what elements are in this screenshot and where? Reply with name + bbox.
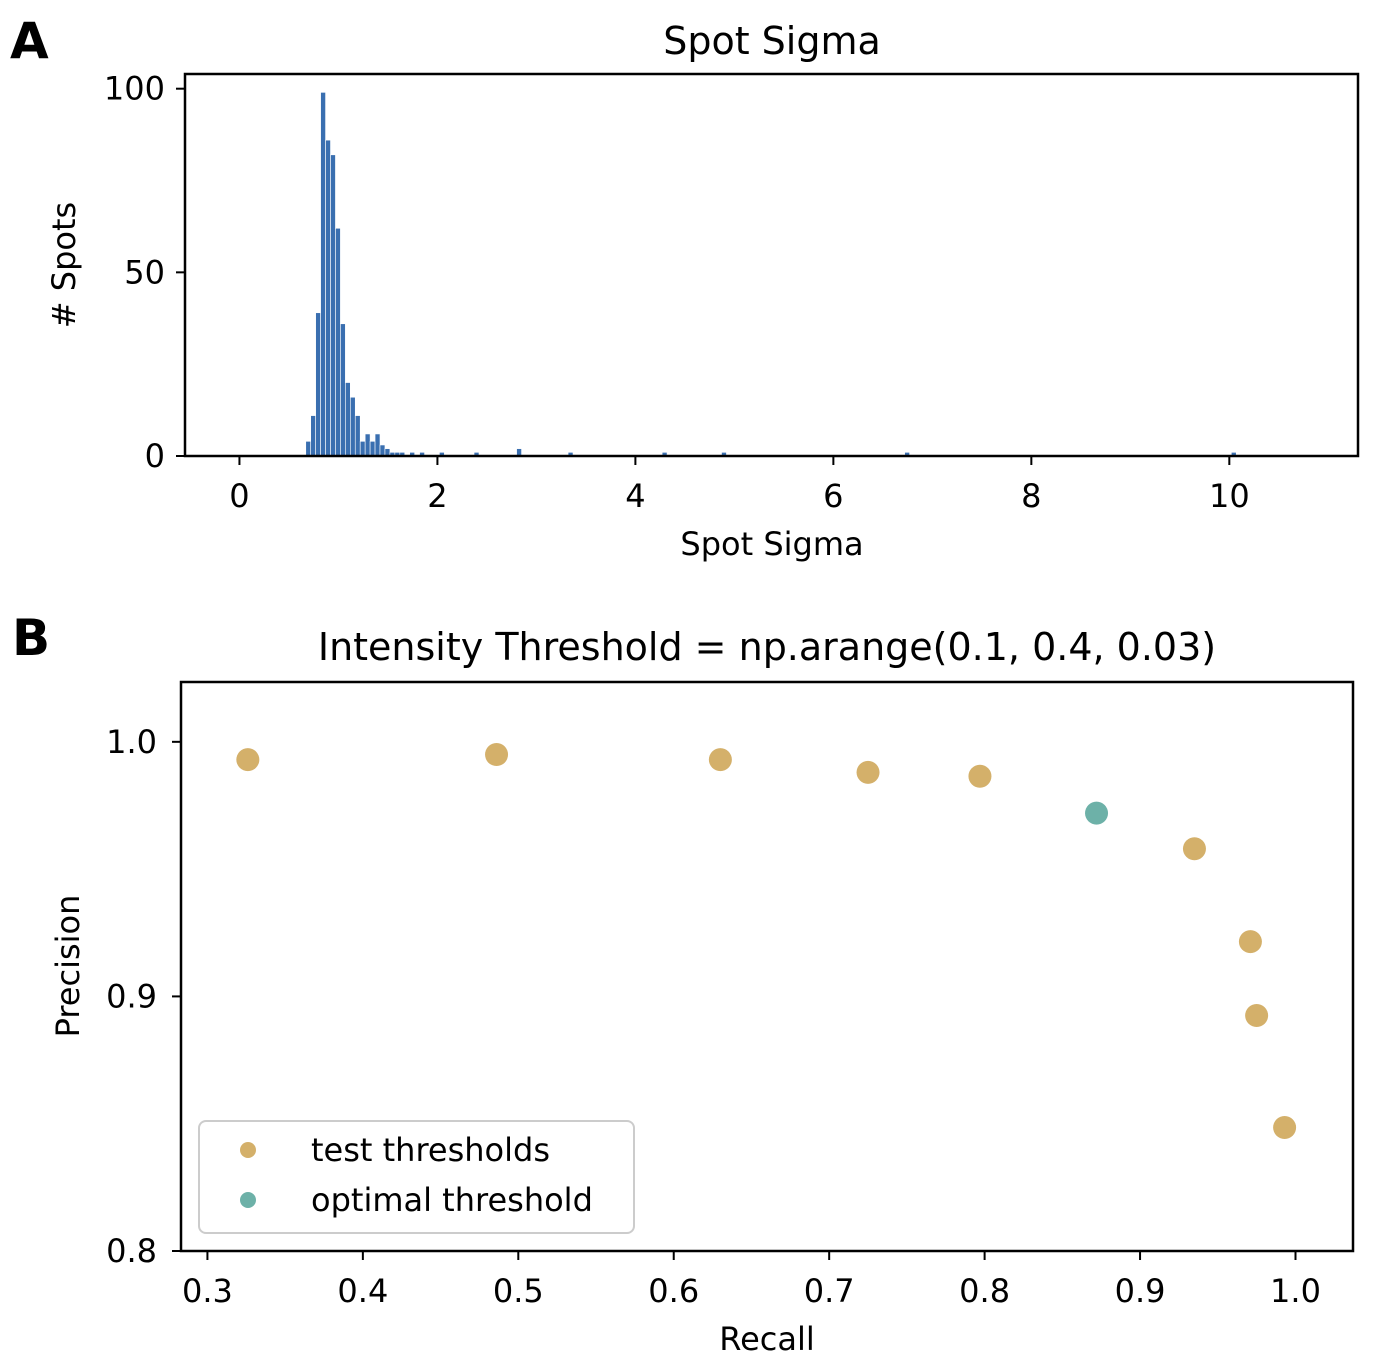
x-axis-label-a: Spot Sigma [680,525,863,563]
y-axis-ticks: 0 50 100 [104,70,185,475]
histogram-bar [354,415,361,457]
test-threshold-point [1245,1004,1269,1028]
histogram-bar [335,227,341,457]
y-axis-ticks: 0.8 0.9 1.0 [106,723,181,1270]
x-tick-label: 6 [823,477,843,515]
legend-marker-optimal-threshold [240,1192,256,1208]
test-threshold-point [856,760,880,784]
x-tick-label: 2 [427,477,447,515]
scatter-points [236,743,1297,1140]
y-axis-label-a: # Spots [45,202,83,328]
x-tick-label: 0.9 [1115,1272,1166,1310]
y-tick-label: 0 [145,437,165,475]
histogram-bar [379,444,386,457]
y-tick-label: 100 [104,70,165,108]
test-threshold-point [1238,930,1262,954]
test-threshold-point [1182,837,1206,861]
x-tick-label: 0.7 [804,1272,855,1310]
legend: test thresholds optimal threshold [198,1120,635,1234]
histogram-bar [305,441,312,457]
y-tick-label: 50 [124,253,165,291]
test-threshold-point [236,748,260,772]
legend-label-optimal-threshold: optimal threshold [311,1181,593,1219]
histogram-bar [374,433,381,457]
x-axis-ticks: 0 2 4 6 8 10 [229,456,1250,515]
chart-a-title: Spot Sigma [663,19,881,63]
histogram-bar [364,433,371,457]
histogram-bar [340,323,346,457]
test-threshold-point [708,748,732,772]
histogram-bar [310,415,316,457]
test-threshold-point [1273,1116,1297,1140]
x-tick-label: 0.4 [337,1272,388,1310]
y-tick-label: 0.9 [106,977,157,1015]
y-tick-label: 1.0 [106,723,157,761]
histogram-bar [350,396,356,457]
plot-frame-b [179,680,1355,1253]
x-tick-label: 0 [229,477,249,515]
legend-label-test-thresholds: test thresholds [311,1131,550,1169]
test-threshold-point [485,743,509,767]
panel-b: B Intensity Threshold = np.arange(0.1, 0… [12,609,1355,1358]
x-tick-label: 8 [1021,477,1041,515]
x-tick-label: 0.3 [182,1272,233,1310]
x-axis-ticks: 0.3 0.4 0.5 0.6 0.7 0.8 0.9 1.0 [182,1251,1321,1310]
test-threshold-point [968,764,992,788]
histogram-bar [369,441,376,457]
panel-label-a: A [10,12,49,70]
histogram-bar [345,382,351,457]
histogram-bar [330,154,336,457]
panel-a: A Spot Sigma 0 2 4 6 8 10 0 50 100 Spot Sigma #… [10,12,1360,563]
panel-label-b: B [12,609,50,667]
x-tick-label: 4 [625,477,645,515]
histogram-bar [325,139,331,457]
x-tick-label: 10 [1209,477,1250,515]
x-tick-label: 0.5 [493,1272,544,1310]
y-axis-label-b: Precision [49,895,87,1038]
x-tick-label: 1.0 [1270,1272,1321,1310]
legend-marker-test-thresholds [240,1142,256,1158]
histogram-bar [320,92,326,457]
histogram-bar [359,441,366,457]
chart-b-title: Intensity Threshold = np.arange(0.1, 0.4… [318,625,1216,669]
x-tick-label: 0.8 [959,1272,1010,1310]
plot-frame-a [183,72,1360,458]
x-tick-label: 0.6 [648,1272,699,1310]
optimal-threshold-point [1085,801,1109,825]
histogram-bars [305,92,1237,457]
y-tick-label: 0.8 [106,1232,157,1270]
x-axis-label-b: Recall [719,1320,814,1358]
histogram-bar [315,312,321,457]
legend-box [198,1120,635,1234]
